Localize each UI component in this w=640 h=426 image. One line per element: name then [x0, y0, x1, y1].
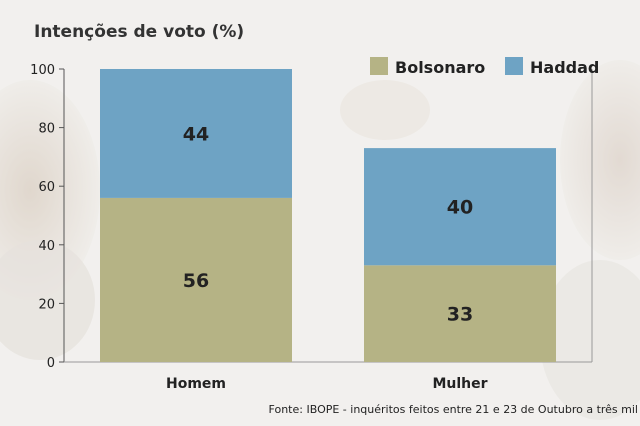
y-tick-label: 40: [38, 239, 55, 254]
data-label: 33: [447, 304, 473, 326]
y-tick-label: 80: [38, 122, 55, 137]
data-label: 40: [447, 197, 473, 219]
legend-swatch-haddad: [505, 57, 523, 75]
legend-label-haddad: Haddad: [530, 58, 599, 77]
legend-swatch-bolsonaro: [370, 57, 388, 75]
legend-label-bolsonaro: Bolsonaro: [395, 58, 485, 77]
data-label: 44: [183, 123, 209, 145]
x-tick-label: Mulher: [432, 376, 487, 392]
y-tick-label: 0: [47, 356, 55, 371]
bar-bolsonaro-mulher: [364, 265, 556, 362]
data-label: 56: [183, 270, 209, 292]
bar-bolsonaro-homem: [100, 197, 292, 362]
bar-haddad-homem: [100, 69, 292, 198]
y-tick-label: 100: [30, 63, 55, 78]
y-tick-label: 60: [38, 180, 55, 195]
y-tick-label: 20: [38, 297, 55, 312]
bar-haddad-mulher: [364, 148, 556, 266]
source-note: Fonte: IBOPE - inquéritos feitos entre 2…: [268, 403, 638, 416]
chart-title: Intenções de voto (%): [34, 22, 245, 42]
x-tick-label: Homem: [166, 376, 226, 392]
